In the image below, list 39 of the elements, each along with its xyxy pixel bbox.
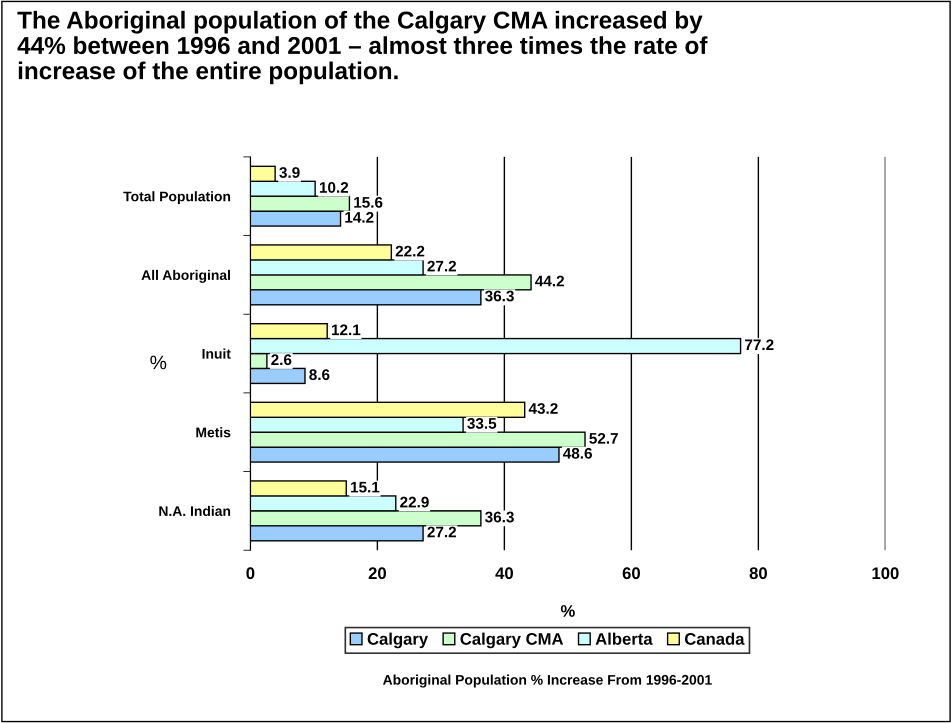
- data-label: 33.5: [467, 418, 496, 429]
- data-label: 36.3: [485, 290, 514, 302]
- data-label: 8.6: [309, 369, 330, 380]
- chart-title: The Aboriginal population of the Calgary CMA increased by 44% between 1996 and 2001 – almost three times the rate of increase of the entire population.: [17, 10, 708, 84]
- data-label: 27.2: [427, 526, 456, 538]
- data-label: 27.2: [427, 260, 456, 272]
- x-tick-label: 100: [872, 567, 899, 580]
- y-tick-label: Total Population: [123, 191, 230, 204]
- y-tick-label: Metis: [196, 427, 230, 438]
- data-label: 3.9: [279, 167, 300, 178]
- data-label: 22.9: [400, 496, 429, 508]
- x-tick-label: 20: [368, 567, 386, 580]
- data-label: 15.6: [354, 196, 382, 208]
- legend-label: Calgary CMA: [460, 632, 564, 648]
- y-axis-title: %: [150, 356, 166, 370]
- data-label: 36.3: [485, 512, 514, 522]
- y-tick-label: All Aboriginal: [142, 270, 230, 283]
- y-tick-label: Inuit: [202, 348, 231, 359]
- x-tick-label: 80: [750, 567, 767, 580]
- legend-label: Alberta: [596, 632, 653, 645]
- x-tick-label: 0: [246, 567, 254, 580]
- data-label: 52.7: [589, 432, 618, 444]
- data-label: 43.2: [528, 403, 558, 414]
- data-label: 2.6: [271, 354, 292, 366]
- data-label: 48.6: [563, 448, 592, 459]
- data-label: 10.2: [320, 182, 348, 193]
- x-tick-label: 40: [495, 567, 513, 580]
- legend-label: Canada: [684, 632, 745, 645]
- text: Aboriginal Population % Increase From 1996-2001: [382, 674, 712, 688]
- data-label: 44.2: [535, 276, 564, 286]
- x-tick-label: 60: [622, 567, 640, 580]
- data-label: 15.1: [351, 482, 380, 493]
- data-label: 12.1: [332, 324, 360, 336]
- data-label: 14.2: [345, 212, 374, 223]
- data-label: 22.2: [396, 246, 424, 256]
- data-label: 77.2: [745, 339, 774, 350]
- legend-label: Calgary: [368, 632, 428, 648]
- x-axis-title: %: [560, 605, 575, 617]
- y-tick-label: N.A. Indian: [159, 506, 230, 516]
